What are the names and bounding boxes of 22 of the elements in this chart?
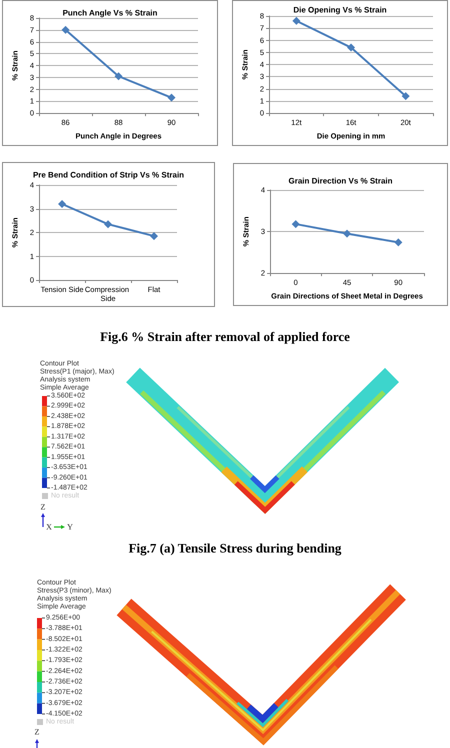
point: [292, 220, 300, 228]
caption: Fig.7 (a) Tensile Stress during bending: [128, 540, 342, 556]
point: [168, 94, 176, 102]
chart-title: Grain Direction Vs % Strain: [288, 176, 393, 186]
point: [292, 16, 300, 25]
chart-title: Punch Angle Vs % Strain: [62, 8, 158, 18]
point: [62, 26, 70, 34]
point: [58, 200, 66, 208]
point: [104, 220, 112, 228]
chart-title: Pre Bend Condition of Strip Vs % Strain: [32, 170, 184, 180]
chart-title: Die Opening Vs % Strain: [293, 6, 387, 14]
point: [394, 238, 402, 246]
point: [343, 230, 352, 238]
caption: Fig.6 % Strain after removal of applied force: [99, 328, 351, 346]
text: Z: [40, 502, 46, 512]
point: [402, 92, 410, 100]
text: X: [46, 522, 52, 532]
point: [347, 44, 356, 52]
text: Z: [34, 728, 40, 736]
text: Y: [67, 522, 74, 532]
point: [150, 232, 158, 240]
point: [114, 72, 123, 80]
